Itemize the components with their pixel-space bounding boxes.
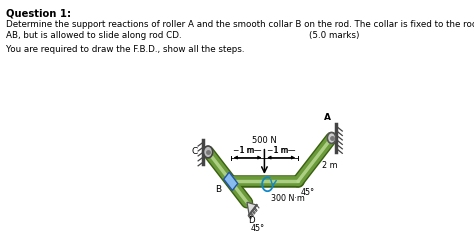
Text: 45°: 45°: [251, 224, 265, 233]
Text: 45°: 45°: [301, 188, 314, 197]
Text: C: C: [191, 148, 197, 156]
Text: 1 m: 1 m: [240, 146, 255, 155]
Text: 300 N·m: 300 N·m: [271, 194, 305, 203]
Text: You are required to draw the F.B.D., show all the steps.: You are required to draw the F.B.D., sho…: [6, 45, 245, 54]
Text: −1 m—: −1 m—: [233, 146, 262, 155]
Text: (5.0 marks): (5.0 marks): [309, 31, 359, 40]
Text: 1 m: 1 m: [274, 146, 289, 155]
Text: AB, but is allowed to slide along rod CD.: AB, but is allowed to slide along rod CD…: [6, 31, 182, 40]
Polygon shape: [247, 202, 257, 215]
Circle shape: [328, 132, 336, 143]
Polygon shape: [224, 172, 238, 191]
Text: Determine the support reactions of roller A and the smooth collar B on the rod. : Determine the support reactions of rolle…: [6, 20, 474, 29]
Text: D: D: [248, 216, 255, 225]
Text: Question 1:: Question 1:: [6, 8, 71, 18]
Circle shape: [203, 146, 213, 158]
Text: B: B: [216, 185, 221, 194]
Text: A: A: [324, 113, 331, 122]
Text: 2 m: 2 m: [322, 161, 337, 170]
Text: 500 N: 500 N: [252, 136, 277, 145]
Text: −1 m—: −1 m—: [267, 146, 295, 155]
